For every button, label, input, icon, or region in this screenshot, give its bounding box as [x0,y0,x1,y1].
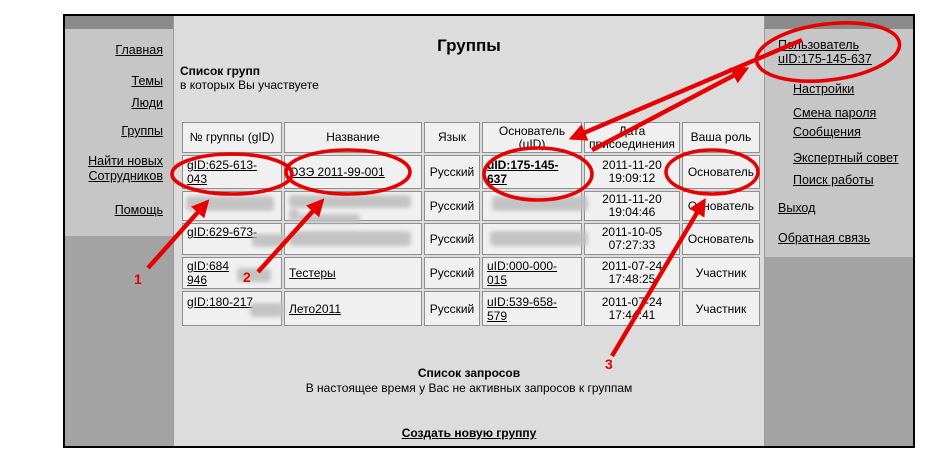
group-list-subheading: в которых Вы участвуете [180,78,319,92]
col-header-gid: № группы (gID) [182,122,282,153]
role-cell: Основатель [681,191,760,221]
founder-redacted [482,191,582,221]
join-time: 19:04:46 [608,205,656,219]
group-name-redacted [284,223,422,255]
col-header-date: Дата присоединения [584,122,680,153]
create-group-link[interactable]: Создать новую группу [401,426,537,440]
annotation-label-3: 3 [605,356,613,372]
sidebar-item-messages[interactable]: Сообщения [793,125,861,139]
left-sidebar: Главная Темы Люди Группы Найти новых Сот… [65,16,173,446]
group-lang: Русский [424,257,480,289]
sidebar-item-groups[interactable]: Группы [121,124,163,138]
role-cell: Участник [681,257,760,289]
join-time: 17:48:25 [608,272,656,286]
sidebar-item-feedback[interactable]: Обратная связь [778,231,871,245]
sidebar-item-logout[interactable]: Выход [778,201,816,215]
join-time: 07:27:33 [608,238,656,252]
col-header-role: Ваша роль [681,122,760,153]
sidebar-item-expert-council[interactable]: Экспертный совет [793,151,899,165]
requests-text: В настоящее время у Вас не активных запр… [305,381,633,395]
join-date: 2011-11-20 [602,158,662,172]
col-header-founder: Основатель (uID) [482,122,582,153]
group-lang: Русский [424,155,480,189]
join-date: 2011-07-24 [601,294,663,309]
table-row: gID:180-217 Лето2011 Русский uID:539-658… [182,291,760,326]
group-id-link[interactable]: gID:625-613-043 [187,158,258,186]
group-lang: Русский [424,223,480,255]
user-profile-label: Пользователь [778,38,860,52]
table-row: Русский 2011-11-20 19:04:46 Основатель [182,191,760,221]
annotation-label-2: 2 [243,269,251,285]
page-frame: Главная Темы Люди Группы Найти новых Сот… [63,14,915,448]
role-cell: Основатель [681,155,760,189]
col-header-lang: Язык [424,122,480,153]
sidebar-item-settings[interactable]: Настройки [793,82,855,96]
group-lang: Русский [424,291,480,326]
right-sidebar: Пользователь uID:175-145-637 Настройки С… [765,16,913,446]
group-id-link[interactable]: gID:629-673- [187,225,258,239]
sidebar-item-find-employees[interactable]: Найти новых Сотрудников [88,154,163,183]
group-list-heading: Список групп [180,64,260,78]
join-time: 19:09:12 [608,171,656,185]
founder-link[interactable]: uID:539-658-579 [487,294,558,323]
sidebar-item-topics[interactable]: Темы [131,74,163,88]
table-header-row: № группы (gID) Название Язык Основатель … [182,122,760,153]
user-profile-link[interactable]: Пользователь uID:175-145-637 [778,38,872,66]
role-cell: Основатель [681,223,760,255]
sidebar-item-home[interactable]: Главная [115,43,163,57]
groups-table: № группы (gID) Название Язык Основатель … [180,120,762,328]
requests-heading: Список запросов [417,366,521,380]
page-title: Группы [437,36,501,55]
group-name-redacted [284,191,422,221]
group-id-redacted [182,191,282,221]
role-cell: Участник [681,291,760,326]
sidebar-item-people[interactable]: Люди [131,96,163,110]
sidebar-item-job-search[interactable]: Поиск работы [793,173,874,187]
group-lang: Русский [424,191,480,221]
sidebar-item-help[interactable]: Помощь [114,203,163,217]
table-row: gID:684946 Тестеры Русский uID:000-000-0… [182,257,760,289]
founder-link[interactable]: uID:175-145-637 [487,158,559,186]
right-sidebar-top-band [765,16,913,29]
table-row: gID:625-613-043 ОЗЭ 2011-99-001 Русский … [182,155,760,189]
col-header-name: Название [284,122,422,153]
sidebar-item-change-password[interactable]: Смена пароля [793,106,877,120]
left-sidebar-top-band [65,16,173,29]
user-profile-uid: uID:175-145-637 [778,52,872,66]
group-id-link-suffix[interactable]: 946 [187,273,208,287]
group-name-link[interactable]: ОЗЭ 2011-99-001 [289,165,385,179]
annotation-label-1: 1 [134,271,142,287]
table-row: gID:629-673- Русский 2011-10-05 07:27:33… [182,223,760,255]
founder-link[interactable]: uID:000-000-015 [487,259,558,287]
main-content: Группы Список групп в которых Вы участву… [173,16,765,446]
founder-redacted [482,223,582,255]
group-name-link[interactable]: Тестеры [289,266,336,280]
group-name-link[interactable]: Лето2011 [289,301,341,316]
group-id-link[interactable]: gID:180-217 [187,294,254,309]
group-id-link[interactable]: gID:684 [187,259,230,273]
join-time: 17:44:41 [608,307,656,322]
